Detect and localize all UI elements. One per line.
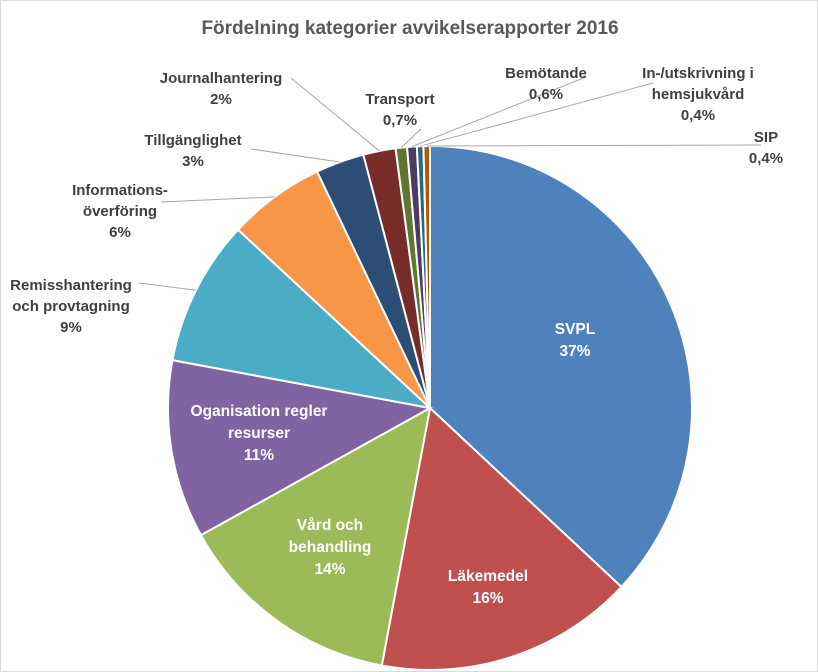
data-label-name: Oganisation regler [190, 403, 328, 420]
data-label-bemotande: Bemötande 0,6% [486, 63, 606, 105]
leader-line [160, 196, 275, 203]
leader-line [420, 82, 654, 147]
data-label-name: Transport [365, 91, 435, 108]
data-label-name: hemsjukvård [651, 86, 745, 103]
data-label-name: Remisshantering [10, 277, 132, 294]
data-label-journalhantering: Journalhantering 2% [151, 68, 291, 110]
data-label-sip: SIP 0,4% [726, 127, 806, 169]
data-label-percent: 0,6% [528, 86, 564, 103]
data-label-percent: 0,4% [680, 107, 716, 124]
pie-slice [429, 144, 693, 589]
data-label-transport: Transport 0,7% [340, 89, 460, 131]
data-label-name: SVPL [554, 321, 596, 338]
data-label-tillganglighet: Tillgänglighet 3% [123, 130, 263, 172]
data-label-remisshantering: Remisshantering och provtagning 9% [1, 275, 141, 338]
data-label-name: behandling [288, 539, 372, 556]
leader-line [400, 128, 422, 148]
data-label-percent: 37% [559, 343, 591, 360]
leader-line [138, 282, 197, 291]
data-label-name: Vård och [296, 517, 364, 534]
pie-slice [167, 359, 433, 537]
data-label-percent: 16% [472, 590, 504, 607]
data-label-svpl: SVPL 37% [505, 319, 645, 363]
pie-slice [199, 406, 432, 667]
data-label-percent: 9% [60, 319, 82, 336]
leader-line [250, 148, 340, 163]
data-label-name: Journalhantering [159, 70, 283, 87]
data-label-informationsoverforing: Informations- överföring 6% [50, 180, 190, 243]
leader-line [290, 77, 380, 152]
data-label-lakemedel: Läkemedel 16% [418, 566, 558, 610]
data-label-name: överföring [82, 203, 158, 220]
data-label-name: Informations- [72, 182, 168, 199]
pie-slice [380, 406, 623, 671]
data-label-percent: 2% [210, 91, 232, 108]
data-label-name: SIP [753, 129, 779, 146]
data-label-name: och provtagning [12, 298, 130, 315]
data-label-percent: 3% [182, 153, 204, 170]
chart-title: Fördelning kategorier avvikelserapporter… [201, 18, 619, 39]
data-label-vard-och-behandling: Vård och behandling 14% [260, 515, 400, 581]
data-label-organisation: Oganisation regler resurser 11% [174, 401, 344, 467]
data-label-name: Tillgänglighet [144, 132, 242, 149]
data-label-percent: 0,7% [382, 112, 418, 129]
data-label-name: Bemötande [505, 65, 587, 82]
leader-line [426, 144, 762, 147]
leader-line [411, 76, 587, 148]
data-label-name: resurser [227, 425, 291, 442]
data-label-percent: 11% [243, 447, 275, 464]
data-label-percent: 6% [109, 224, 131, 241]
data-label-name: Läkemedel [447, 568, 529, 585]
data-label-name: In-/utskrivning i [642, 65, 754, 82]
data-label-percent: 14% [314, 561, 346, 578]
pie-slice [171, 228, 434, 410]
data-label-in-utskrivning: In-/utskrivning i hemsjukvård 0,4% [623, 63, 773, 126]
data-label-percent: 0,4% [748, 150, 784, 167]
